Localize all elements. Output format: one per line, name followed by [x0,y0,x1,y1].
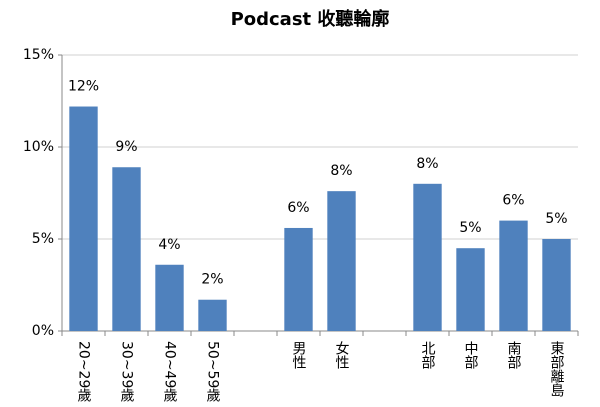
bar [69,106,98,332]
y-tick-label: 0% [32,323,54,339]
x-tick-label: 東部離島 [549,341,565,397]
value-label: 5% [459,220,481,236]
bar [284,227,313,331]
value-label: 6% [502,193,524,209]
x-tick-label: 50~59歲 [205,341,221,404]
x-tick-label: 南部 [506,341,522,369]
x-tick-label: 女性 [334,340,350,369]
value-label: 6% [287,200,309,216]
value-label: 8% [330,163,352,179]
bar [112,167,141,331]
value-label: 2% [201,272,223,288]
value-label: 5% [545,211,567,227]
bar [542,239,571,331]
value-label: 12% [68,79,99,95]
bar [413,183,442,331]
x-tick-label: 30~39歲 [119,341,135,404]
y-tick-label: 15% [23,47,54,63]
value-label: 8% [416,156,438,172]
y-tick-label: 5% [32,231,54,247]
bar [327,191,356,331]
y-tick-label: 10% [23,139,54,155]
x-tick-label: 北部 [420,341,436,369]
x-tick-label: 20~29歲 [76,341,92,404]
chart-title: Podcast 收聽輪廓 [231,8,390,30]
bar [155,264,184,331]
bar [198,299,227,331]
value-label: 9% [115,139,137,155]
x-tick-label: 中部 [463,341,479,369]
x-tick-label: 男性 [291,341,307,369]
value-label: 4% [158,237,180,253]
x-tick-label: 40~49歲 [162,341,178,404]
bar [499,220,528,331]
bar [456,248,485,331]
